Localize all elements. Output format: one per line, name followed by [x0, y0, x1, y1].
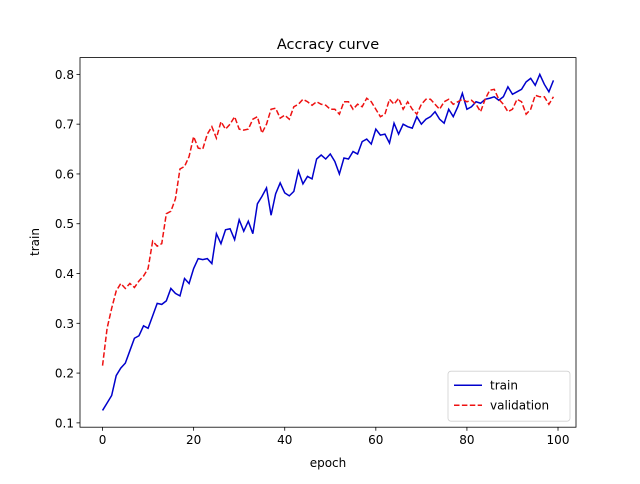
- chart-title: Accracy curve: [277, 37, 379, 53]
- legend-label: train: [490, 379, 518, 393]
- y-axis-label: train: [28, 228, 42, 256]
- x-tick-label: 80: [459, 433, 474, 447]
- x-tick-label: 60: [368, 433, 383, 447]
- legend-label: validation: [490, 399, 549, 413]
- legend: train validation: [447, 370, 571, 422]
- x-tick-label: 40: [277, 433, 292, 447]
- x-tick-label: 0: [99, 433, 107, 447]
- legend-box: [447, 370, 571, 422]
- data-line: [101, 88, 555, 366]
- x-tick-label: 100: [547, 433, 570, 447]
- y-tick-label: 0.8: [55, 68, 74, 82]
- y-tick-label: 0.5: [55, 217, 74, 231]
- y-tick-label: 0.4: [55, 267, 74, 281]
- x-axis-label: epoch: [310, 456, 347, 470]
- y-tick-label: 0.6: [55, 167, 74, 181]
- y-tick-label: 0.2: [55, 367, 74, 381]
- x-tick-label: 20: [186, 433, 201, 447]
- plot-frame: [79, 57, 577, 428]
- y-tick-label: 0.3: [55, 317, 74, 331]
- data-line: [101, 72, 555, 411]
- y-tick-label: 0.7: [55, 118, 74, 132]
- y-tick-label: 0.1: [55, 416, 74, 430]
